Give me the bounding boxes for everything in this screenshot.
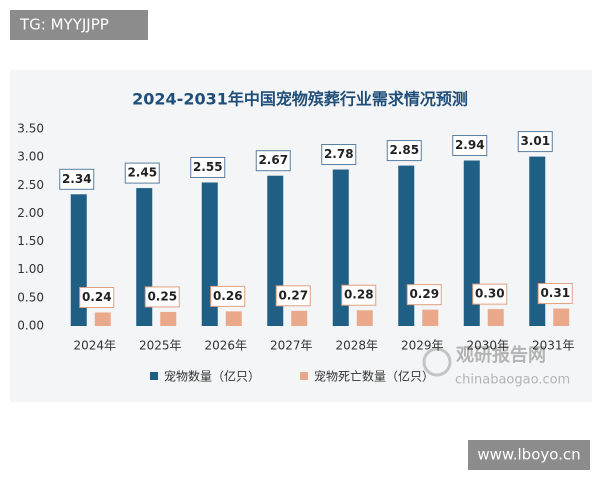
value-label-box	[275, 285, 311, 307]
bar	[94, 312, 111, 326]
bar	[487, 309, 504, 326]
value-label: 0.29	[409, 287, 439, 301]
x-tick-label: 2027年	[270, 339, 313, 353]
value-label-box	[79, 286, 115, 308]
y-tick-label: 0.50	[17, 290, 44, 304]
bar	[160, 311, 177, 326]
bar	[356, 310, 373, 326]
bar	[553, 308, 570, 326]
value-label-box	[386, 140, 422, 162]
legend-label: 宠物数量（亿只）	[164, 369, 260, 384]
value-label-box	[341, 284, 377, 306]
value-label-box	[321, 144, 357, 166]
y-tick-label: 3.50	[17, 122, 44, 136]
value-label: 2.34	[62, 172, 92, 186]
value-label: 2.85	[389, 143, 419, 157]
bar	[291, 310, 308, 326]
value-label-box	[255, 150, 291, 172]
value-label: 2.78	[324, 147, 354, 161]
value-label: 0.31	[540, 286, 570, 300]
value-label-box	[190, 156, 226, 178]
watermark-text: 观研报告网	[456, 344, 546, 366]
value-label: 2.67	[258, 153, 288, 167]
value-label-box	[452, 135, 488, 157]
legend-label: 宠物死亡数量（亿只）	[314, 369, 434, 384]
value-label: 0.24	[82, 290, 112, 304]
overlay-text: www.lboyo.cn	[477, 446, 580, 464]
value-label-box	[517, 131, 553, 153]
y-tick-label: 0.00	[17, 319, 44, 333]
value-label-box	[144, 286, 180, 308]
value-label-box	[59, 168, 95, 190]
overlay-badge	[468, 440, 590, 470]
x-tick-label: 2030年	[466, 339, 509, 353]
value-label: 0.28	[344, 288, 374, 302]
x-tick-label: 2031年	[532, 339, 575, 353]
value-label: 2.94	[455, 138, 485, 152]
overlay-text: TG: MYYJJPP	[19, 16, 109, 34]
value-label: 3.01	[520, 134, 550, 148]
value-label-box	[406, 284, 442, 306]
x-tick-label: 2029年	[401, 339, 444, 353]
bar	[422, 309, 439, 326]
overlay-badge	[10, 10, 148, 40]
value-label: 0.30	[475, 287, 505, 301]
chart-panel	[10, 70, 592, 402]
y-tick-label: 1.50	[17, 234, 44, 248]
x-tick-label: 2026年	[204, 339, 247, 353]
watermark-text: chinabaogao.com	[455, 373, 570, 388]
y-tick-label: 2.00	[17, 206, 44, 220]
x-tick-label: 2028年	[335, 339, 378, 353]
y-tick-label: 3.00	[17, 150, 44, 164]
value-label-box	[472, 283, 508, 305]
x-tick-label: 2024年	[73, 339, 116, 353]
value-label: 0.27	[278, 288, 308, 302]
value-label: 0.25	[147, 289, 177, 303]
value-label: 0.26	[213, 289, 243, 303]
y-tick-label: 2.50	[17, 178, 44, 192]
value-label-box	[537, 283, 573, 305]
value-label: 2.55	[193, 160, 223, 174]
value-label-box	[210, 285, 246, 307]
legend-swatch	[300, 372, 308, 380]
chart-title: 2024-2031年中国宠物殡葬行业需求情况预测	[132, 90, 468, 109]
x-tick-label: 2025年	[139, 339, 182, 353]
value-label: 2.45	[127, 166, 157, 180]
y-tick-label: 1.00	[17, 262, 44, 276]
value-label-box	[124, 162, 160, 184]
watermark-logo	[422, 347, 452, 377]
legend-swatch	[150, 372, 158, 380]
bar	[225, 311, 242, 326]
